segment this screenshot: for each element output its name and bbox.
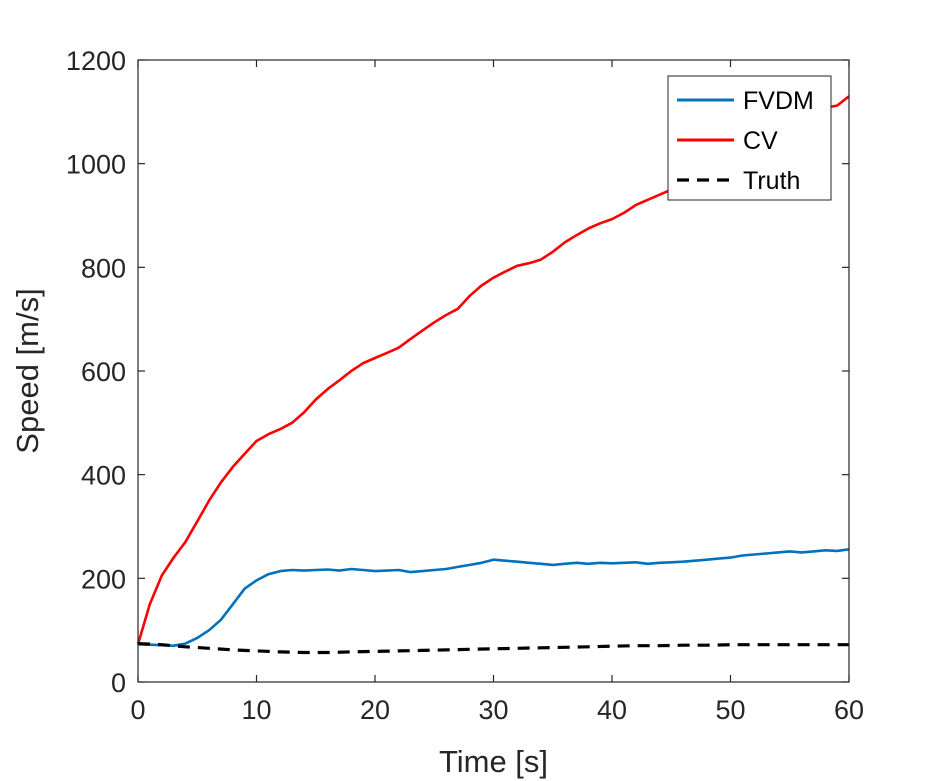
y-axis-title: Speed [m/s]: [10, 288, 45, 453]
legend-box: [667, 75, 832, 201]
legend-label-fvdm: FVDM: [743, 87, 814, 115]
y-tick-label: 800: [81, 253, 126, 283]
x-tick-label: 0: [130, 695, 145, 725]
y-tick-label: 1000: [66, 150, 126, 180]
x-axis-title: Time [s]: [439, 744, 548, 779]
legend-label-cv: CV: [743, 127, 778, 155]
legend-label-truth: Truth: [743, 167, 800, 195]
x-tick-label: 30: [478, 695, 508, 725]
x-tick-label: 20: [360, 695, 390, 725]
y-tick-label: 200: [81, 564, 126, 594]
x-tick-label: 60: [834, 695, 864, 725]
legend: FVDM CV Truth: [667, 75, 832, 201]
y-tick-label: 400: [81, 461, 126, 491]
x-tick-label: 40: [597, 695, 627, 725]
y-tick-label: 1200: [66, 46, 126, 76]
x-tick-label: 10: [241, 695, 271, 725]
y-tick-label: 0: [111, 668, 126, 698]
x-tick-label: 50: [715, 695, 745, 725]
series-line-fvdm: [137, 548, 850, 648]
y-tick-label: 600: [81, 357, 126, 387]
